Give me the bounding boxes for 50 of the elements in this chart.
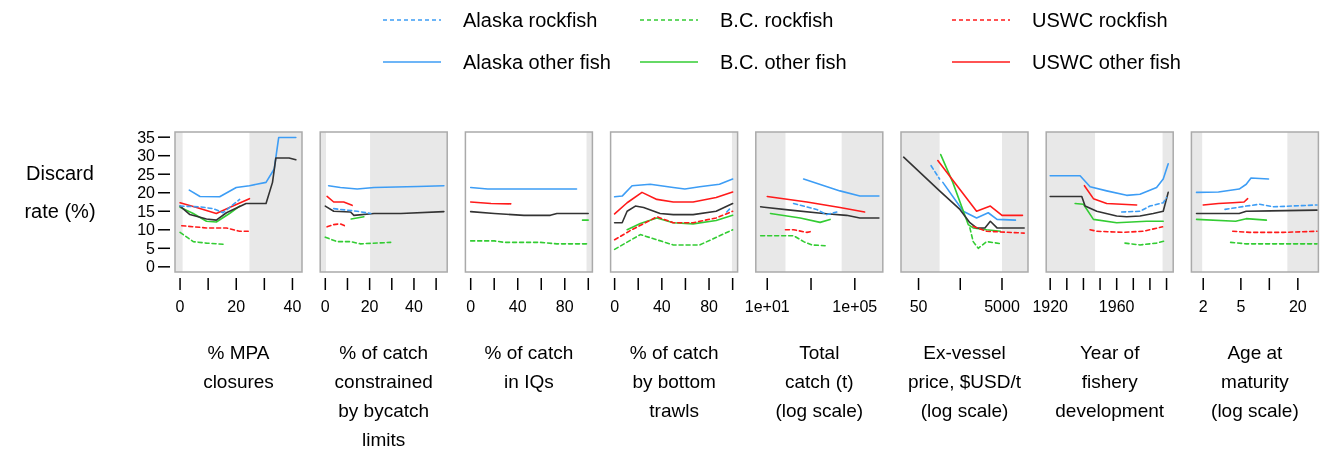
line-series [188, 136, 297, 198]
y-tick-label: 5 [146, 239, 156, 257]
x-axis-title: % of catch constrained by bycatch limits [334, 342, 433, 450]
x-tick-label: 40 [405, 298, 423, 315]
x-tick-label: 0 [610, 298, 620, 315]
x-tick-label: 1e+05 [832, 298, 878, 315]
x-tick-label: 40 [283, 298, 302, 315]
x-axis-title: Year of fishery development [1055, 342, 1165, 421]
x-tick-label: 2 [1198, 298, 1208, 315]
legend-label: B.C. other fish [720, 51, 847, 73]
line-series [179, 157, 297, 221]
x-axis-title: Total catch (t) (log scale) [775, 342, 864, 421]
y-tick-label: 15 [137, 202, 156, 220]
x-axis-title: % of catch by bottom trawls [629, 342, 719, 421]
x-axis-title: % of catch in IQs [484, 342, 574, 392]
x-tick-label: 40 [508, 298, 527, 315]
x-tick-label: 1920 [1032, 298, 1069, 315]
x-axis-title: Ex-vessel price, $USD/t (log scale) [908, 342, 1022, 421]
legend-label: USWC other fish [1032, 51, 1181, 73]
y-tick-label: 10 [137, 221, 156, 239]
x-tick-label: 20 [1288, 298, 1307, 315]
x-axis-title: % MPA closures [203, 342, 274, 392]
x-tick-label: 5 [1236, 298, 1246, 315]
legend-label: B.C. rockfish [720, 9, 834, 31]
legend-label: Alaska other fish [463, 51, 611, 73]
x-tick-label: 80 [555, 298, 574, 315]
x-tick-label: 0 [466, 298, 476, 315]
line-series [179, 198, 241, 214]
y-tick-label: 0 [146, 258, 156, 276]
line-series [179, 197, 251, 215]
y-tick-label: 25 [137, 165, 156, 183]
x-tick-label: 20 [360, 298, 379, 315]
x-tick-label: 0 [320, 298, 330, 315]
x-tick-label: 5000 [984, 298, 1020, 315]
x-tick-label: 50 [909, 298, 928, 315]
y-tick-label: 35 [137, 128, 156, 146]
x-tick-label: 20 [227, 298, 246, 315]
y-axis-title: Discard rate (%) [24, 162, 96, 222]
legend-label: USWC rockfish [1032, 9, 1168, 31]
x-tick-label: 40 [652, 298, 671, 315]
x-tick-label: 0 [175, 298, 185, 315]
x-axis-title: Age at maturity (log scale) [1211, 342, 1299, 421]
line-series [179, 205, 241, 223]
y-tick-label: 30 [137, 147, 156, 165]
line-series [179, 231, 224, 246]
y-tick-label: 20 [137, 184, 156, 202]
x-tick-label: 1e+01 [744, 298, 790, 315]
x-tick-label: 1960 [1098, 298, 1135, 315]
legend-label: Alaska rockfish [463, 9, 598, 31]
x-tick-label: 80 [700, 298, 719, 315]
